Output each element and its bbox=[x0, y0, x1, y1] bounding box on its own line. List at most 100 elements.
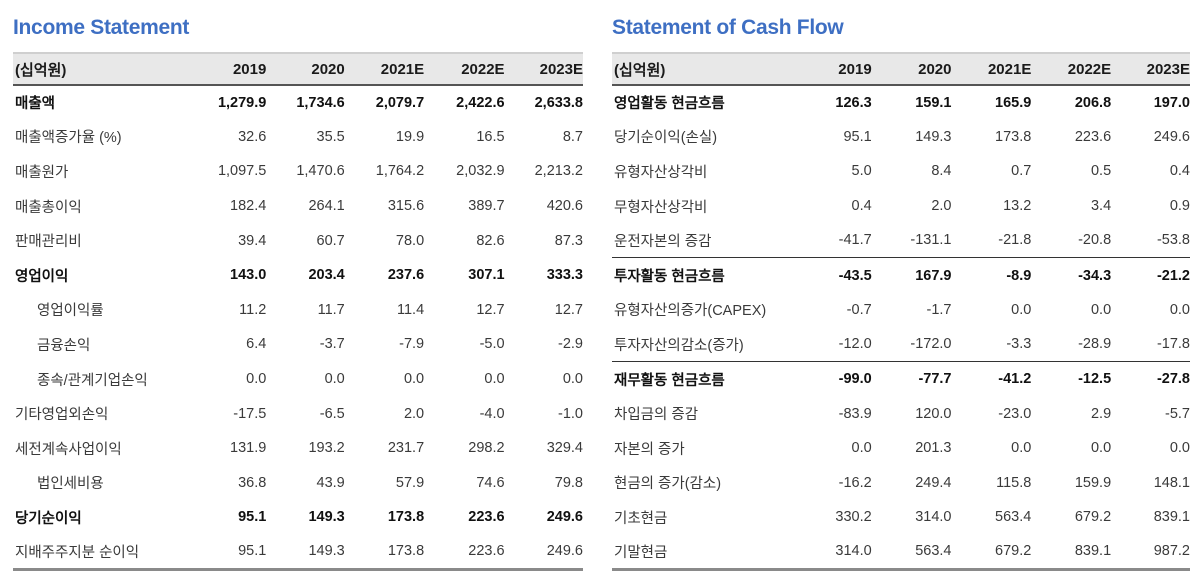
row-value: 1,764.2 bbox=[375, 163, 425, 180]
row-value: 167.9 bbox=[871, 257, 952, 293]
row-value: 115.8 bbox=[996, 474, 1032, 491]
row-value: 8.4 bbox=[931, 163, 952, 180]
year-header: 2020 bbox=[871, 52, 952, 86]
row-value: 249.6 bbox=[546, 509, 583, 526]
row-label: 세전계속사업이익 bbox=[15, 441, 122, 458]
row-value: 1,097.5 bbox=[217, 163, 267, 180]
row-value: 12.7 bbox=[476, 301, 505, 318]
cash-flow-table: (십억원) 2019 2020 2021E 2022E 2023E 영업활동 현… bbox=[612, 52, 1190, 571]
row-value: 1,734.6 bbox=[296, 94, 345, 111]
row-value: -17.5 bbox=[233, 405, 267, 422]
row-label: 판매관리비 bbox=[15, 234, 82, 251]
row-value: -28.9 bbox=[1078, 336, 1112, 353]
row-value: -12.5 bbox=[1031, 361, 1112, 397]
year-header: 2020 bbox=[266, 52, 345, 86]
row-value: 165.9 bbox=[995, 94, 1032, 111]
table-row: 영업이익률 11.2 11.7 11.4 12.7 12.7 bbox=[13, 293, 583, 328]
row-label: 기초현금 bbox=[614, 510, 668, 527]
row-value: -83.9 bbox=[838, 405, 872, 422]
row-value: 143.0 bbox=[230, 267, 267, 284]
row-value: -21.8 bbox=[998, 232, 1032, 249]
row-value: 159.1 bbox=[915, 94, 952, 111]
row-value: 0.5 bbox=[1090, 163, 1112, 180]
row-value: 0.0 bbox=[1011, 301, 1032, 318]
row-value: -12.0 bbox=[838, 336, 872, 353]
row-value: 0.0 bbox=[1169, 301, 1190, 318]
table-row: 재무활동 현금흐름 -99.0 -77.7 -41.2 -12.5 -27.8 bbox=[612, 361, 1190, 397]
row-value: 78.0 bbox=[395, 232, 425, 249]
row-value: 11.2 bbox=[239, 301, 267, 318]
row-value: 8.7 bbox=[562, 128, 583, 145]
row-value: 95.1 bbox=[843, 128, 872, 145]
table-row: 금융손익 6.4 -3.7 -7.9 -5.0 -2.9 bbox=[13, 327, 583, 362]
row-value: 12.7 bbox=[554, 301, 583, 318]
table-row: 운전자본의 증감 -41.7 -131.1 -21.8 -20.8 -53.8 bbox=[612, 223, 1190, 258]
row-label: 영업이익률 bbox=[37, 303, 104, 320]
row-label: 당기순이익(손실) bbox=[614, 130, 718, 147]
row-value: 159.9 bbox=[1074, 474, 1112, 491]
row-value: 329.4 bbox=[546, 440, 583, 457]
row-value: 315.6 bbox=[387, 198, 425, 215]
table-row: 당기순이익(손실) 95.1 149.3 173.8 223.6 249.6 bbox=[612, 120, 1190, 155]
row-value: 314.0 bbox=[793, 534, 872, 571]
row-value: 3.4 bbox=[1090, 198, 1112, 215]
year-header: 2019 bbox=[188, 52, 267, 86]
row-label: 금융손익 bbox=[37, 337, 91, 354]
row-value: 314.0 bbox=[915, 509, 952, 526]
row-value: 839.1 bbox=[1153, 509, 1190, 526]
row-value: 1,279.9 bbox=[217, 94, 267, 111]
row-value: -21.2 bbox=[1111, 257, 1190, 293]
year-header: 2022E bbox=[1031, 52, 1112, 86]
row-value: 95.1 bbox=[238, 509, 267, 526]
table-row: 기초현금 330.2 314.0 563.4 679.2 839.1 bbox=[612, 500, 1190, 535]
row-label: 유형자산의증가(CAPEX) bbox=[614, 303, 767, 320]
row-value: 79.8 bbox=[554, 474, 583, 491]
row-value: 87.3 bbox=[554, 232, 583, 249]
row-value: 32.6 bbox=[238, 128, 267, 145]
row-label: 법인세비용 bbox=[37, 476, 104, 493]
table-row: 세전계속사업이익 131.9 193.2 231.7 298.2 329.4 bbox=[13, 431, 583, 466]
row-value: -131.1 bbox=[910, 232, 952, 249]
row-value: 203.4 bbox=[308, 267, 345, 284]
row-value: 19.9 bbox=[395, 128, 425, 145]
row-value: 60.7 bbox=[316, 232, 345, 249]
row-value: 6.4 bbox=[246, 336, 267, 353]
row-value: 57.9 bbox=[395, 474, 425, 491]
row-value: 43.9 bbox=[316, 474, 345, 491]
row-value: 182.4 bbox=[230, 198, 267, 215]
row-value: 197.0 bbox=[1153, 94, 1190, 111]
row-value: 173.8 bbox=[995, 128, 1032, 145]
row-value: -5.7 bbox=[1165, 405, 1190, 422]
income-statement-table: (십억원) 2019 2020 2021E 2022E 2023E 매출액 1,2… bbox=[13, 52, 583, 571]
row-value: -16.2 bbox=[838, 474, 872, 491]
row-value: -3.7 bbox=[319, 336, 345, 353]
row-value: 563.4 bbox=[995, 509, 1032, 526]
row-value: -0.7 bbox=[846, 301, 872, 318]
row-value: 39.4 bbox=[238, 232, 267, 249]
row-label: 투자자산의감소(증가) bbox=[614, 337, 744, 354]
row-value: 11.4 bbox=[396, 301, 425, 318]
row-label: 종속/관계기업손익 bbox=[37, 372, 148, 389]
table-row: 매출원가 1,097.5 1,470.6 1,764.2 2,032.9 2,213.2 bbox=[13, 154, 583, 189]
row-value: 0.0 bbox=[851, 440, 872, 457]
row-value: 223.6 bbox=[1074, 128, 1112, 145]
row-label: 투자활동 현금흐름 bbox=[612, 257, 794, 293]
row-value: -7.9 bbox=[399, 336, 425, 353]
income-statement-title: Income Statement bbox=[13, 16, 190, 39]
row-label: 매출원가 bbox=[15, 164, 69, 181]
row-value: 0.0 bbox=[1169, 440, 1190, 457]
row-value: 149.3 bbox=[915, 128, 952, 145]
table-row: 당기순이익 95.1 149.3 173.8 223.6 249.6 bbox=[13, 500, 583, 535]
unit-header: (십억원) bbox=[13, 52, 189, 86]
row-value: 1,470.6 bbox=[296, 163, 345, 180]
table-row: 종속/관계기업손익 0.0 0.0 0.0 0.0 0.0 bbox=[13, 362, 583, 397]
table-header-row: (십억원) 2019 2020 2021E 2022E 2023E bbox=[13, 52, 583, 86]
unit-header: (십억원) bbox=[612, 52, 794, 86]
row-value: 420.6 bbox=[546, 198, 583, 215]
row-value: 2.9 bbox=[1090, 405, 1112, 422]
row-value: 249.6 bbox=[1153, 128, 1190, 145]
row-value: -1.7 bbox=[926, 301, 952, 318]
row-label: 현금의 증가(감소) bbox=[614, 476, 722, 493]
year-header: 2021E bbox=[344, 52, 425, 86]
table-row: 유형자산상각비 5.0 8.4 0.7 0.5 0.4 bbox=[612, 154, 1190, 189]
